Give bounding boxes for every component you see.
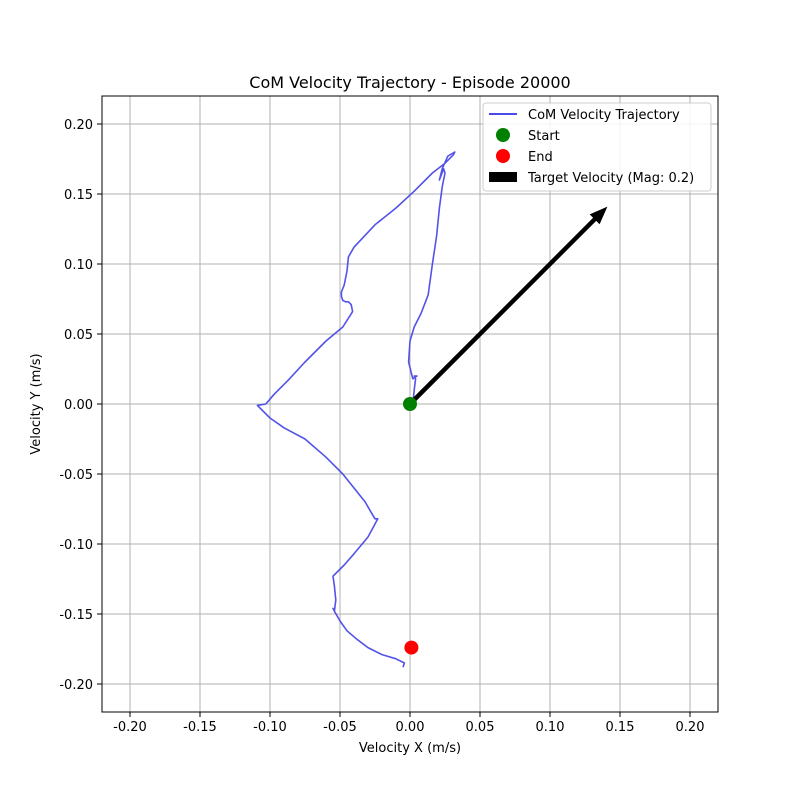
legend: CoM Velocity Trajectory Start End Target… — [482, 102, 712, 192]
chart-title: CoM Velocity Trajectory - Episode 20000 — [249, 73, 570, 92]
tick-layer: -0.20 -0.15 -0.10 -0.05 0.00 0.05 0.10 0.15 0.20… — [59, 118, 704, 735]
x-axis-label: Velocity X (m/s) — [359, 741, 461, 756]
target-velocity-arrow — [408, 206, 608, 406]
series-layer — [256, 151, 456, 668]
legend-label-target: Target Velocity (Mag: 0.2) — [527, 171, 694, 186]
y-tick-label: -0.10 — [59, 538, 93, 553]
y-tick-label: 0.10 — [64, 258, 93, 273]
x-tick-label: 0.05 — [466, 720, 495, 735]
marker-layer — [403, 206, 608, 655]
x-tick-label: -0.15 — [183, 720, 217, 735]
y-tick-label: 0.05 — [64, 328, 93, 343]
x-tick-label: -0.10 — [253, 720, 287, 735]
legend-label-end: End — [528, 150, 553, 165]
legend-label-trajectory: CoM Velocity Trajectory — [528, 108, 680, 123]
y-tick-label: -0.20 — [59, 678, 93, 693]
x-tick-label: -0.20 — [113, 720, 147, 735]
x-tick-label: 0.00 — [396, 720, 425, 735]
y-tick-label: -0.15 — [59, 608, 93, 623]
x-tick-label: -0.05 — [323, 720, 357, 735]
legend-label-start: Start — [528, 129, 560, 144]
x-tick-label: 0.10 — [536, 720, 565, 735]
legend-swatch-end — [496, 149, 510, 163]
x-tick-label: 0.15 — [606, 720, 635, 735]
trajectory-line — [256, 151, 456, 668]
x-tick-label: 0.20 — [676, 720, 705, 735]
y-tick-label: -0.05 — [59, 468, 93, 483]
y-tick-label: 0.00 — [64, 398, 93, 413]
legend-swatch-start — [496, 128, 510, 142]
y-tick-label: 0.20 — [64, 118, 93, 133]
start-point — [403, 397, 417, 411]
end-point — [404, 640, 419, 655]
y-axis-label: Velocity Y (m/s) — [29, 353, 44, 454]
legend-swatch-target — [489, 172, 517, 182]
y-tick-label: 0.15 — [64, 188, 93, 203]
legend-box — [482, 102, 712, 192]
